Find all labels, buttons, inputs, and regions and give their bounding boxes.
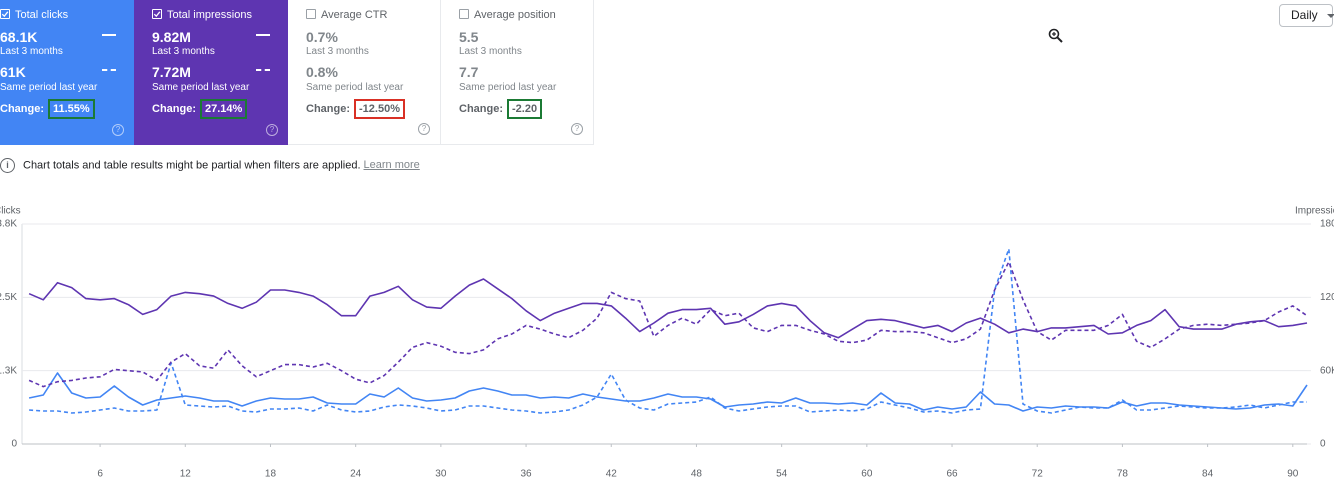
x-tick-label: 84 [1202, 469, 1214, 478]
card-value: 5.5 [459, 29, 479, 45]
card-last-value: 61K [0, 64, 26, 80]
card-change-row: Change: -12.50% [306, 99, 405, 119]
y-tick-label: 2.5K [0, 292, 17, 303]
checkbox [0, 9, 10, 19]
notice-text: Chart totals and table results might be … [23, 159, 361, 172]
checkbox [459, 9, 469, 19]
change-value: -2.20 [507, 99, 543, 119]
x-tick-label: 54 [776, 469, 788, 478]
x-tick-label: 78 [1117, 469, 1129, 478]
checkbox [306, 9, 316, 19]
check-mark [1, 11, 9, 18]
x-tick-label: 36 [520, 469, 532, 478]
metric-card[interactable]: Total clicks 68.1K Last 3 months 61K Same pe… [0, 0, 134, 145]
granularity-label: Daily [1291, 8, 1318, 22]
y2-axis-label: Impressions [1295, 206, 1334, 217]
x-tick-label: 12 [180, 469, 192, 478]
y2-tick-label: 60K [1320, 365, 1334, 376]
card-value: 0.7% [306, 29, 338, 45]
metric-card[interactable]: Total impressions 9.82M Last 3 months 7.72M… [134, 0, 288, 145]
learn-more-link[interactable]: Learn more [363, 159, 420, 172]
card-title: Average position [474, 9, 556, 21]
change-label: Change: [459, 103, 503, 115]
y-tick-label: 1.3K [0, 365, 17, 376]
card-value: 68.1K [0, 29, 38, 45]
card-last-period: Same period last year [0, 82, 98, 93]
card-title-row: Total impressions [152, 9, 252, 21]
x-tick-label: 72 [1032, 469, 1044, 478]
card-title-row: Average position [459, 9, 556, 21]
x-tick-label: 18 [265, 469, 277, 478]
change-label: Change: [152, 103, 196, 115]
card-period: Last 3 months [152, 46, 215, 57]
dropdown-caret [1327, 14, 1334, 18]
change-value: 11.55% [48, 99, 95, 119]
card-last-period: Same period last year [306, 82, 404, 93]
card-value: 9.82M [152, 29, 191, 45]
x-tick-label: 48 [691, 469, 703, 478]
legend-solid [102, 34, 116, 36]
notice: i Chart totals and table results might be… [0, 158, 420, 173]
y-tick-label: 0 [11, 439, 17, 450]
y2-tick-label: 120K [1320, 292, 1334, 303]
x-tick-label: 30 [435, 469, 447, 478]
zoom-icon[interactable] [1048, 28, 1063, 43]
y-axis-label: Clicks [0, 206, 21, 217]
info-icon: i [0, 158, 15, 173]
card-title: Total impressions [167, 9, 252, 21]
card-title: Total clicks [15, 9, 69, 21]
legend-solid [256, 34, 270, 36]
card-period: Last 3 months [306, 46, 369, 57]
card-title-row: Average CTR [306, 9, 387, 21]
y-tick-label: 3.8K [0, 219, 17, 230]
card-change-row: Change: 11.55% [0, 99, 95, 119]
card-title: Average CTR [321, 9, 388, 21]
metric-card[interactable]: Average position 5.5 Last 3 months 7.7 Same … [441, 0, 594, 145]
help-icon[interactable]: ? [571, 123, 583, 135]
card-last-period: Same period last year [459, 82, 557, 93]
metric-card[interactable]: Average CTR 0.7% Last 3 months 0.8% Same per… [288, 0, 441, 145]
card-last-value: 7.72M [152, 64, 191, 80]
check-mark [153, 11, 161, 18]
line-series [28, 278, 1308, 339]
legend-dashed [256, 69, 270, 71]
change-label: Change: [306, 103, 350, 115]
y2-tick-label: 180K [1320, 219, 1334, 230]
card-last-period: Same period last year [152, 82, 250, 93]
card-period: Last 3 months [459, 46, 522, 57]
line-series-dashed [28, 261, 1308, 388]
x-tick-label: 66 [946, 469, 958, 478]
x-tick-label: 60 [861, 469, 873, 478]
change-value: 27.14% [200, 99, 248, 119]
x-tick-label: 24 [350, 469, 362, 478]
card-change-row: Change: 27.14% [152, 99, 248, 119]
granularity-select[interactable]: Daily [1279, 4, 1334, 27]
help-icon[interactable]: ? [418, 123, 430, 135]
card-last-value: 7.7 [459, 64, 479, 80]
line-series [28, 372, 1308, 412]
help-icon[interactable]: ? [112, 124, 124, 136]
card-period: Last 3 months [0, 46, 63, 57]
x-tick-label: 90 [1287, 469, 1299, 478]
card-last-value: 0.8% [306, 64, 338, 80]
checkbox [152, 9, 162, 19]
help-icon[interactable]: ? [266, 124, 278, 136]
change-value: -12.50% [354, 99, 405, 119]
x-tick-label: 42 [606, 469, 618, 478]
legend-dashed [102, 69, 116, 71]
card-title-row: Total clicks [0, 9, 68, 21]
card-change-row: Change: -2.20 [459, 99, 543, 119]
change-label: Change: [0, 103, 44, 115]
x-tick-label: 6 [97, 469, 103, 478]
y2-tick-label: 0 [1320, 439, 1326, 450]
line-series-dashed [29, 248, 1307, 414]
